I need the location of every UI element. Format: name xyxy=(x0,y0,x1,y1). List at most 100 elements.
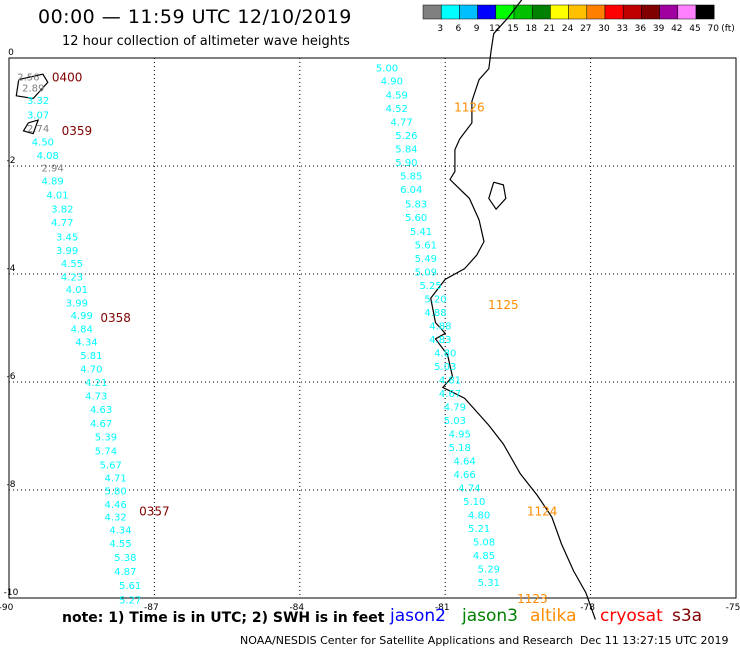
x-tick-label: -84 xyxy=(289,603,304,613)
wave-height-value: 6.04 xyxy=(400,185,422,196)
wave-height-value: 4.34 xyxy=(109,525,131,536)
wave-height-value: 5.29 xyxy=(478,564,500,575)
wave-height-value: 4.77 xyxy=(51,218,73,229)
wave-height-value: 5.49 xyxy=(415,254,437,265)
wave-height-value: 4.87 xyxy=(114,567,136,578)
color-swatch xyxy=(695,4,715,20)
wave-height-value: 2.74 xyxy=(27,124,49,135)
wave-height-value: 5.61 xyxy=(119,581,141,592)
wave-height-value: 5.61 xyxy=(415,240,437,251)
wave-height-value: 4.70 xyxy=(80,365,102,376)
pass-time-label: 1125 xyxy=(488,298,519,312)
legend-altika: altika xyxy=(530,606,577,626)
wave-height-value: 5.25 xyxy=(420,281,442,292)
plot-frame xyxy=(8,57,737,599)
wave-height-value: 4.95 xyxy=(449,429,471,440)
color-scale-label: 70 xyxy=(707,24,719,34)
wave-height-value: 4.59 xyxy=(386,91,408,102)
y-tick-label: 0 xyxy=(8,48,14,58)
wave-height-value: 4.71 xyxy=(104,474,126,485)
wave-height-value: 5.20 xyxy=(424,294,446,305)
footer-note: note: 1) Time is in UTC; 2) SWH is in fe… xyxy=(62,610,385,626)
wave-height-value: 5.83 xyxy=(405,199,427,210)
wave-height-value: 5.08 xyxy=(473,537,495,548)
color-scale-label: 24 xyxy=(562,24,574,34)
wave-height-value: 4.88 xyxy=(424,308,446,319)
wave-height-value: 3.99 xyxy=(66,299,88,310)
legend-cryosat: cryosat xyxy=(600,606,663,626)
wave-height-value: 4.52 xyxy=(386,104,408,115)
wave-height-value: 4.79 xyxy=(444,402,466,413)
wave-height-value: 4.74 xyxy=(458,483,480,494)
color-scale-label: 15 xyxy=(507,24,518,34)
legend-s3a: s3a xyxy=(672,606,703,626)
wave-height-value: 4.66 xyxy=(453,470,475,481)
wave-height-value: 4.01 xyxy=(46,191,68,202)
wave-height-value: 4.88 xyxy=(429,321,451,332)
y-tick-label: -10 xyxy=(4,588,19,598)
color-scale-label: 12 xyxy=(489,24,500,34)
y-tick-label: -2 xyxy=(7,156,16,166)
color-scale-label: 30 xyxy=(598,24,610,34)
color-scale-label: 33 xyxy=(616,24,627,34)
y-tick-label: -6 xyxy=(7,372,16,382)
pass-time-label: 0358 xyxy=(100,311,131,325)
credit-line: NOAA/NESDIS Center for Satellite Applica… xyxy=(240,634,574,647)
wave-height-value: 5.39 xyxy=(95,433,117,444)
wave-height-value: 4.34 xyxy=(75,338,97,349)
color-scale-label: 3 xyxy=(437,24,443,34)
wave-height-value: 4.90 xyxy=(381,77,403,88)
wave-height-value: 3.45 xyxy=(56,233,78,244)
legend-jason2: jason2 xyxy=(390,606,446,626)
x-tick-label: -75 xyxy=(726,603,740,613)
wave-height-value: 4.89 xyxy=(41,177,63,188)
wave-height-value: 4.21 xyxy=(85,378,107,389)
wave-height-value: 4.80 xyxy=(468,510,490,521)
color-scale-unit: (ft) xyxy=(721,24,735,34)
wave-height-value: 4.67 xyxy=(90,419,112,430)
wave-height-value: 5.90 xyxy=(395,158,417,169)
chart-subtitle: 12 hour collection of altimeter wave hei… xyxy=(62,34,350,49)
wave-height-value: 5.03 xyxy=(434,362,456,373)
wave-height-value: 4.64 xyxy=(453,456,475,467)
color-scale-label: 18 xyxy=(525,24,537,34)
color-scale-label: 6 xyxy=(456,24,462,34)
pass-time-label: 1123 xyxy=(517,592,548,606)
wave-height-value: 4.99 xyxy=(71,311,93,322)
wave-height-value: 4.80 xyxy=(434,348,456,359)
wave-height-value: 5.74 xyxy=(95,447,117,458)
wave-height-value: 5.03 xyxy=(444,416,466,427)
wave-height-value: 5.21 xyxy=(468,524,490,535)
color-scale-legend: 3 6 9 12 15 18 21 24 27 30 33 36 39 42 45 70 (ft) xyxy=(422,4,735,34)
wave-height-value: 5.85 xyxy=(400,172,422,183)
pass-time-label: 1126 xyxy=(454,101,485,115)
y-tick-label: -8 xyxy=(7,480,16,490)
color-scale-label: 42 xyxy=(671,24,682,34)
wave-height-value: 5.27 xyxy=(119,596,141,607)
wave-height-value: 5.31 xyxy=(478,578,500,589)
wave-height-value: 5.10 xyxy=(463,497,485,508)
pass-time-label: 1124 xyxy=(527,505,558,519)
pass-time-label: 0359 xyxy=(62,124,93,138)
wave-height-value: 5.26 xyxy=(395,131,417,142)
color-scale-label: 27 xyxy=(580,24,591,34)
wave-height-value: 3.32 xyxy=(27,96,49,107)
island-outline xyxy=(15,73,49,100)
wave-height-value: 5.60 xyxy=(405,213,427,224)
color-scale-label: 45 xyxy=(689,24,700,34)
wave-height-value: 4.08 xyxy=(37,151,59,162)
chart-title: 00:00 — 11:59 UTC 12/10/2019 xyxy=(38,6,352,28)
x-tick-label: -87 xyxy=(144,603,159,613)
x-tick-label: -81 xyxy=(435,603,450,613)
wave-height-value: 4.23 xyxy=(61,273,83,284)
legend-jason3: jason3 xyxy=(462,606,518,626)
wave-height-value: 4.77 xyxy=(390,118,412,129)
color-scale-label: 21 xyxy=(544,24,555,34)
wave-height-value: 5.41 xyxy=(410,227,432,238)
wave-height-value: 4.73 xyxy=(85,392,107,403)
wave-height-value: 4.55 xyxy=(109,539,131,550)
wave-height-value: 4.46 xyxy=(104,500,126,511)
wave-height-value: 5.18 xyxy=(449,443,471,454)
wave-height-value: 5.38 xyxy=(114,553,136,564)
